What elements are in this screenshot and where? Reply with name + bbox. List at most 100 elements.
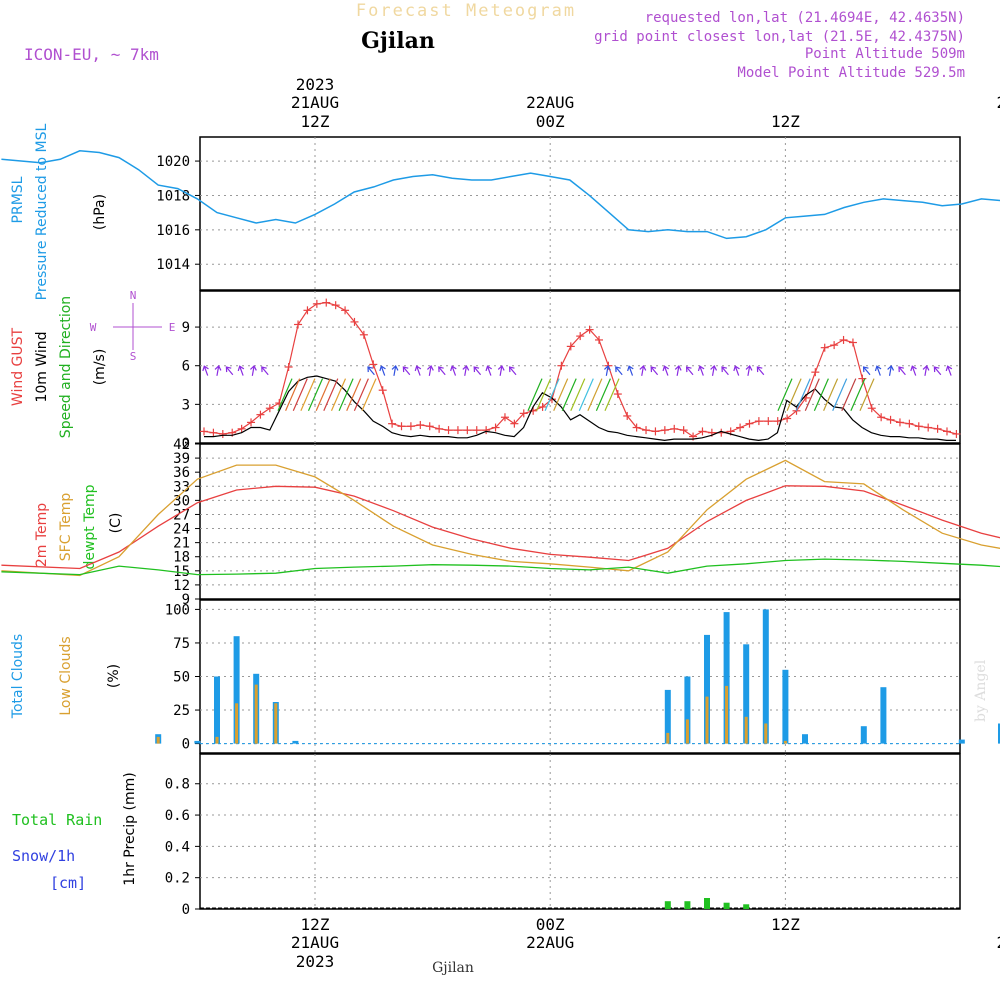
arrow-shaft — [368, 367, 375, 376]
wind-direction-arrow — [237, 365, 245, 376]
total-cloud-bar — [743, 644, 750, 744]
gust-marker — [350, 317, 359, 326]
wind-direction-arrow — [414, 365, 422, 376]
gust-marker — [839, 335, 848, 344]
gust-marker — [613, 390, 622, 399]
arrow-shaft — [403, 367, 411, 376]
arrow-shaft — [735, 366, 740, 376]
t2m-label: 2m Temp — [34, 503, 50, 567]
y-tick-label: 0 — [182, 902, 190, 918]
wind-direction-arrow — [367, 366, 375, 376]
arrow-shaft — [226, 367, 234, 376]
strong-wind-arrow — [361, 378, 377, 412]
low-cloud-bar — [156, 736, 160, 744]
compass-w: W — [90, 321, 97, 334]
strong-wind-arrow — [570, 378, 586, 412]
strong-wind-arrow — [346, 378, 362, 412]
low-cloud-label: Low Clouds — [58, 636, 74, 715]
total-cloud-bar — [782, 669, 789, 744]
y-tick-label: 1018 — [156, 188, 190, 204]
strong-wind-arrow — [578, 378, 594, 412]
total-cloud-bar — [233, 636, 240, 744]
snow-unit: [cm] — [50, 874, 86, 892]
wind-direction-arrow — [685, 366, 694, 376]
gust-marker — [942, 427, 951, 436]
arrow-shaft — [757, 367, 765, 376]
wind-direction-arrow — [945, 365, 953, 376]
arrow-head — [202, 365, 209, 372]
strong-wind-arrow — [323, 378, 339, 412]
wind-direction-arrow — [745, 364, 753, 376]
rain-bar — [664, 901, 671, 909]
gust-marker — [416, 420, 425, 429]
low-cloud-bar — [744, 716, 748, 744]
temp-unit: (C) — [108, 513, 124, 534]
arrow-head — [945, 365, 953, 372]
credit-watermark: by Angel — [973, 659, 989, 722]
low-cloud-bar — [725, 685, 729, 744]
wind-direction-arrow — [261, 366, 269, 376]
total-cloud-bar — [802, 734, 808, 744]
wind-direction-arrow — [485, 365, 493, 376]
arrow-shaft — [722, 367, 729, 376]
arrow-shaft — [261, 367, 269, 376]
arrow-shaft — [204, 366, 209, 376]
gust-marker — [924, 423, 933, 432]
strong-wind-arrow — [292, 378, 308, 412]
gust-marker — [312, 299, 321, 308]
strong-wind-arrow — [338, 378, 354, 412]
arrow-head — [237, 365, 245, 372]
arrow-head — [462, 364, 470, 371]
top-hour-label: 12Z — [301, 112, 330, 131]
arrow-shaft — [888, 366, 892, 376]
y-tick-label: 0 — [182, 737, 190, 753]
arrow-head — [261, 366, 267, 373]
strong-wind-arrow — [786, 378, 802, 412]
rain-bar — [704, 898, 710, 909]
gridpoint-coords: grid point closest lon,lat (21.5E, 42.43… — [594, 29, 965, 45]
y-tick-label: 1016 — [156, 223, 190, 239]
gust-marker — [914, 422, 923, 431]
arrow-shaft — [487, 366, 492, 376]
low-cloud-bar — [764, 723, 768, 744]
wind-direction-arrow — [438, 366, 446, 376]
gust-marker — [538, 402, 547, 411]
gust-marker — [811, 368, 820, 377]
arrow-shaft — [651, 367, 659, 376]
arrow-shaft — [711, 366, 715, 376]
arrow-head — [674, 364, 682, 371]
y-tick-label: 9 — [182, 320, 190, 336]
panel-frame — [199, 753, 961, 910]
bottom-hour-label: 12Z — [771, 915, 800, 934]
y-tick-label: 30 — [173, 493, 190, 509]
y-tick-label: 1020 — [156, 154, 190, 170]
gust-marker — [472, 426, 481, 435]
arrow-shaft — [641, 366, 644, 376]
gust-marker — [576, 332, 585, 341]
gust-marker — [284, 363, 293, 371]
arrow-head — [697, 365, 705, 372]
arrow-shaft — [605, 366, 609, 376]
gust-marker — [341, 306, 350, 315]
arrow-head — [887, 364, 895, 371]
snow-label: Snow/1h — [12, 847, 75, 865]
gust-marker — [698, 427, 707, 436]
gust-marker — [529, 406, 538, 415]
gust-marker — [933, 424, 942, 433]
top-date-label: 22AUG — [526, 93, 574, 112]
wind-direction-arrow — [933, 366, 942, 376]
y-tick-label: 42 — [173, 437, 190, 453]
strong-wind-arrow — [587, 378, 603, 412]
arrow-head — [214, 364, 222, 371]
wind-direction-arrow — [898, 366, 906, 376]
y-tick-label: 9 — [182, 592, 190, 608]
arrow-head — [627, 365, 634, 372]
y-tick-label: 75 — [173, 636, 190, 652]
gust-marker — [359, 330, 368, 339]
gust-marker — [547, 395, 556, 404]
strong-wind-arrow — [330, 378, 347, 412]
gust-marker — [482, 426, 491, 435]
arrow-shaft — [924, 366, 928, 376]
total-cloud-bar — [998, 723, 1000, 744]
